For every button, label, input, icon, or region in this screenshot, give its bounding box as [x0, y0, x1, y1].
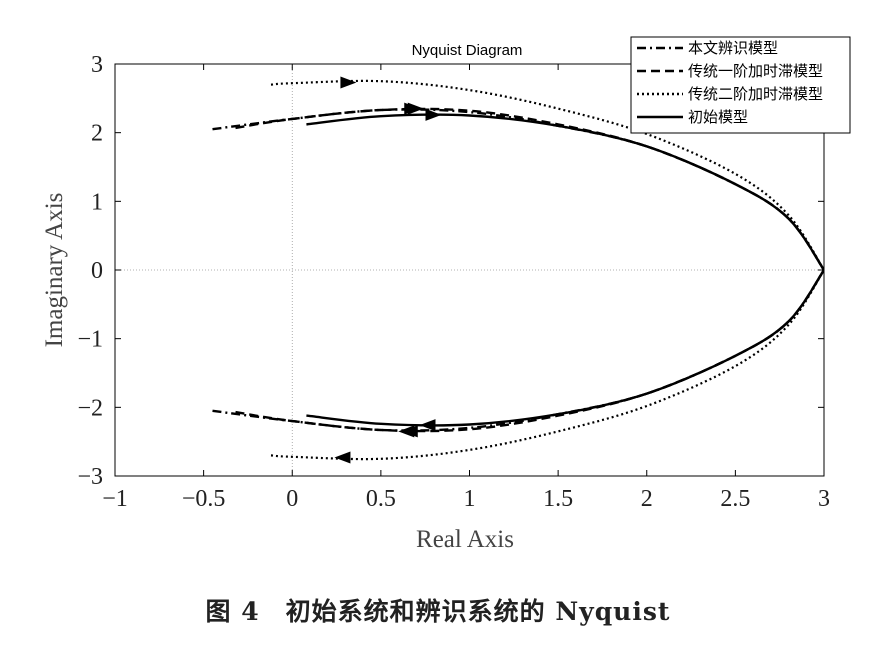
- series-line-3-lower: [270, 269, 824, 461]
- y-axis-label: Imaginary Axis: [41, 193, 68, 348]
- y-tick-label: 1: [91, 189, 103, 215]
- x-tick-label: −0.5: [182, 486, 226, 512]
- chart-title: Nyquist Diagram: [412, 42, 523, 59]
- x-tick-label: 0: [286, 486, 298, 512]
- figure-caption: 图 4 初始系统和辨识系统的 Nyquist: [205, 597, 671, 626]
- legend-label: 传统一阶加时滞模型: [688, 62, 823, 80]
- y-tick-label: 0: [91, 258, 103, 284]
- axis-ticks: −1 −0.5 0 0.5 1 1.5 2 2.5 3 −3 −2 −1 0 1 2 3: [77, 52, 830, 512]
- legend-label: 本文辨识模型: [688, 39, 778, 57]
- legend-label: 传统二阶加时滞模型: [688, 85, 823, 103]
- y-tick-label: −2: [77, 395, 103, 421]
- y-tick-label: −3: [77, 464, 103, 490]
- nyquist-chart: −1 −0.5 0 0.5 1 1.5 2 2.5 3 −3 −2 −1 0 1 2 3 Nyquist Di…: [41, 36, 851, 553]
- legend-label: 初始模型: [688, 108, 748, 126]
- arrow-marker: [334, 451, 351, 464]
- x-tick-label: −1: [102, 486, 128, 512]
- x-tick-label: 2: [641, 486, 653, 512]
- x-tick-label: 1.5: [543, 486, 573, 512]
- arrow-marker: [398, 425, 415, 438]
- y-tick-label: −1: [77, 327, 103, 353]
- x-axis-label: Real Axis: [416, 526, 514, 553]
- series-layer: [212, 79, 824, 461]
- y-tick-label: 3: [91, 52, 103, 78]
- x-tick-label: 2.5: [720, 486, 750, 512]
- series-line-4-lower: [306, 269, 824, 427]
- arrow-marker: [340, 76, 357, 89]
- x-tick-label: 1: [464, 486, 476, 512]
- arrow-marker: [404, 102, 421, 115]
- y-tick-label: 2: [91, 121, 103, 147]
- x-tick-label: 0.5: [366, 486, 396, 512]
- arrow-marker: [425, 108, 442, 121]
- arrow-layer: [334, 76, 442, 464]
- arrow-marker: [419, 419, 436, 432]
- x-tick-label: 3: [818, 486, 830, 512]
- series-line-4-upper: [306, 113, 824, 271]
- zero-reference-lines: [115, 64, 824, 476]
- series-line-3-upper: [270, 79, 824, 271]
